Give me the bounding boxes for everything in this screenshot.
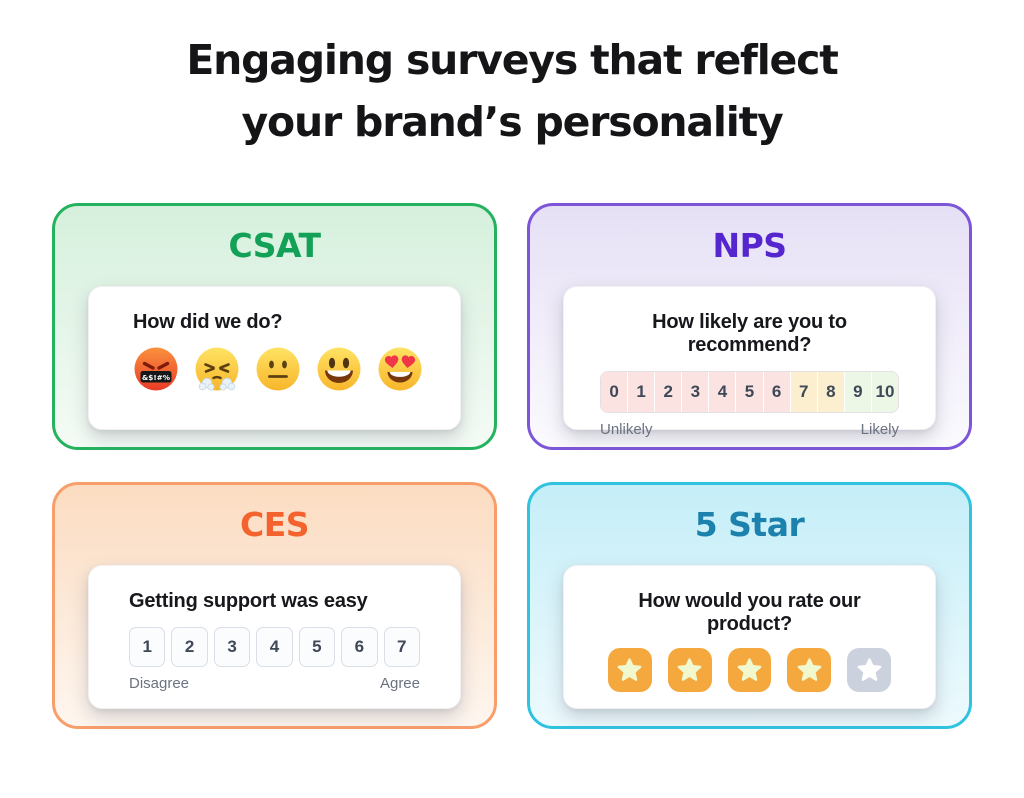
nps-scale-labels: Unlikely Likely bbox=[600, 421, 899, 438]
grinning-face-emoji[interactable] bbox=[316, 346, 362, 392]
nps-scale-cell-9[interactable]: 9 bbox=[844, 372, 872, 412]
nps-card-title: NPS bbox=[712, 226, 787, 265]
page-title-line1: Engaging surveys that reflect bbox=[186, 36, 839, 84]
nps-scale: 0 1 2 3 4 5 6 7 8 9 10 bbox=[600, 371, 899, 413]
page-title-line2: your brand’s personality bbox=[241, 97, 783, 146]
survey-cards-grid: CSAT How did we do? &$!#% bbox=[52, 203, 972, 729]
nps-scale-cell-1[interactable]: 1 bbox=[628, 372, 656, 412]
ces-card-title: CES bbox=[239, 505, 310, 544]
nps-scale-cell-4[interactable]: 4 bbox=[709, 372, 737, 412]
csat-card-title: CSAT bbox=[228, 226, 321, 265]
csat-emoji-row: &$!#% bbox=[133, 346, 422, 392]
csat-card: CSAT How did we do? &$!#% bbox=[52, 203, 497, 450]
heart-eyes-emoji[interactable] bbox=[377, 346, 423, 392]
nps-scale-cell-5[interactable]: 5 bbox=[736, 372, 764, 412]
ces-scale-cell-2[interactable]: 2 bbox=[171, 627, 208, 667]
ces-scale-cell-7[interactable]: 7 bbox=[383, 627, 420, 667]
ces-question: Getting support was easy bbox=[129, 590, 368, 612]
star-button-3-filled[interactable] bbox=[727, 648, 772, 692]
nps-scale-cell-2[interactable]: 2 bbox=[655, 372, 683, 412]
ces-scale-cell-5[interactable]: 5 bbox=[298, 627, 336, 667]
five-star-question: How would you rate our product? bbox=[638, 590, 861, 635]
nps-right-label: Likely bbox=[860, 421, 899, 438]
five-star-survey-panel: How would you rate our product? bbox=[563, 565, 936, 709]
svg-text:&$!#%: &$!#% bbox=[142, 373, 171, 382]
nps-question: How likely are you to recommend? bbox=[652, 311, 847, 356]
ces-scale-labels: Disagree Agree bbox=[129, 675, 420, 692]
csat-survey-panel: How did we do? &$!#% bbox=[88, 286, 461, 430]
star-button-5-empty[interactable] bbox=[847, 648, 891, 692]
star-button-1-filled[interactable] bbox=[608, 648, 652, 692]
nps-scale-cell-6[interactable]: 6 bbox=[763, 372, 791, 412]
five-star-card: 5 Star How would you rate our product? bbox=[527, 482, 972, 729]
angry-swearing-emoji[interactable]: &$!#% bbox=[133, 346, 179, 392]
star-button-2-filled[interactable] bbox=[667, 648, 712, 692]
nps-scale-cell-8[interactable]: 8 bbox=[817, 372, 845, 412]
nps-left-label: Unlikely bbox=[600, 421, 653, 438]
nps-scale-cell-10[interactable]: 10 bbox=[871, 372, 898, 412]
nps-scale-cell-3[interactable]: 3 bbox=[682, 372, 710, 412]
ces-scale-cell-4[interactable]: 4 bbox=[256, 627, 293, 667]
page-title: Engaging surveys that reflect your brand… bbox=[0, 30, 1024, 153]
ces-left-label: Disagree bbox=[129, 675, 190, 692]
neutral-face-emoji[interactable] bbox=[255, 346, 301, 392]
csat-question: How did we do? bbox=[133, 311, 283, 333]
ces-scale-cell-6[interactable]: 6 bbox=[341, 627, 378, 667]
five-star-card-title: 5 Star bbox=[694, 505, 805, 544]
star-button-4-filled[interactable] bbox=[787, 648, 832, 692]
ces-scale-cell-3[interactable]: 3 bbox=[213, 627, 251, 667]
nps-scale-cell-7[interactable]: 7 bbox=[790, 372, 818, 412]
steam-from-nose-emoji[interactable] bbox=[194, 346, 240, 392]
surveys-infographic: Engaging surveys that reflect your brand… bbox=[0, 30, 1024, 798]
ces-right-label: Agree bbox=[379, 675, 420, 692]
ces-scale-cell-1[interactable]: 1 bbox=[129, 627, 166, 667]
star-rating-row bbox=[608, 648, 891, 692]
nps-scale-cell-0[interactable]: 0 bbox=[601, 372, 629, 412]
